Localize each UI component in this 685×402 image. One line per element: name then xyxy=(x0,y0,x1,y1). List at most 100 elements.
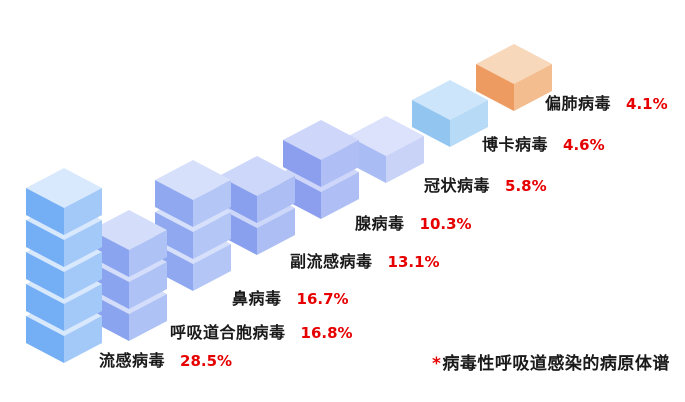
virus-name-bocavirus: 博卡病毒 xyxy=(482,135,549,154)
virus-label-row-influenza: 流感病毒 28.5% xyxy=(99,347,232,371)
cube-face-left xyxy=(26,220,64,267)
cube-face-top xyxy=(26,168,102,208)
cube-face-right xyxy=(64,188,102,235)
cube-face-top xyxy=(155,192,231,232)
virus-value-adenovirus: 10.3% xyxy=(419,215,472,233)
cube-rsv-1 xyxy=(91,274,167,341)
footnote-text: 病毒性呼吸道感染的病原体谱 xyxy=(442,354,670,374)
cube-influenza-1 xyxy=(26,296,102,363)
cube-face-top xyxy=(26,200,102,240)
cube-face-top xyxy=(155,160,231,200)
cube-face-top xyxy=(348,116,424,156)
cube-face-right xyxy=(129,294,167,341)
cube-rhinovirus-1 xyxy=(155,224,231,291)
cube-face-left xyxy=(155,244,193,291)
cube-face-left xyxy=(26,252,64,299)
cube-face-right xyxy=(64,316,102,363)
cube-face-top xyxy=(412,80,488,120)
cube-face-right xyxy=(321,140,359,187)
cube-face-top xyxy=(26,264,102,304)
cube-face-left xyxy=(91,262,129,309)
virus-label-row-parainfluenza: 副流感病毒 13.1% xyxy=(290,248,440,272)
cube-face-left xyxy=(412,100,450,147)
virus-label-row-coronavirus: 冠状病毒 5.8% xyxy=(424,172,547,196)
cube-face-right xyxy=(193,244,231,291)
cube-bocavirus-1 xyxy=(412,80,488,147)
virus-name-rhinovirus: 鼻病毒 xyxy=(232,289,282,308)
virus-name-influenza: 流感病毒 xyxy=(99,351,166,370)
cube-face-left xyxy=(155,180,193,227)
virus-value-rhinovirus: 16.7% xyxy=(296,290,349,308)
virus-label-row-metapneumovirus: 偏肺病毒 4.1% xyxy=(545,90,668,114)
cube-face-top xyxy=(91,274,167,314)
cube-face-right xyxy=(514,64,552,111)
virus-label-row-adenovirus: 腺病毒 10.3% xyxy=(355,210,472,234)
cube-face-right xyxy=(193,180,231,227)
virus-value-coronavirus: 5.8% xyxy=(505,177,547,195)
virus-name-metapneumovirus: 偏肺病毒 xyxy=(545,94,612,113)
cube-face-top xyxy=(91,242,167,282)
virus-name-parainfluenza: 副流感病毒 xyxy=(290,252,373,271)
virus-value-influenza: 28.5% xyxy=(180,352,233,370)
cube-parainfluenza-2 xyxy=(219,156,295,223)
cube-influenza-2 xyxy=(26,264,102,331)
cube-metapneumovirus-1 xyxy=(476,44,552,111)
cube-coronavirus-1 xyxy=(348,116,424,183)
virus-label-row-bocavirus: 博卡病毒 4.6% xyxy=(482,131,605,155)
cube-face-right xyxy=(129,262,167,309)
cube-face-top xyxy=(219,156,295,196)
cube-face-left xyxy=(91,230,129,277)
cube-rhinovirus-2 xyxy=(155,192,231,259)
cube-face-right xyxy=(129,230,167,277)
cube-face-top xyxy=(283,120,359,160)
cube-face-left xyxy=(283,140,321,187)
cube-face-top xyxy=(476,44,552,84)
virus-value-metapneumovirus: 4.1% xyxy=(626,95,668,113)
cube-face-right xyxy=(321,172,359,219)
cube-face-left xyxy=(26,284,64,331)
cube-face-left xyxy=(26,316,64,363)
cube-face-right xyxy=(64,284,102,331)
cube-face-right xyxy=(450,100,488,147)
cube-face-left xyxy=(283,172,321,219)
cube-face-left xyxy=(26,188,64,235)
cube-face-left xyxy=(219,176,257,223)
cube-face-right xyxy=(193,212,231,259)
cube-face-left xyxy=(348,136,386,183)
cube-face-right xyxy=(64,252,102,299)
cube-face-top xyxy=(26,296,102,336)
cube-face-right xyxy=(64,220,102,267)
cube-rsv-3 xyxy=(91,210,167,277)
cube-face-top xyxy=(91,210,167,250)
cube-face-left xyxy=(91,294,129,341)
cube-face-right xyxy=(386,136,424,183)
cube-face-left xyxy=(155,212,193,259)
virus-name-rsv: 呼吸道合胞病毒 xyxy=(170,323,286,342)
cube-rhinovirus-3 xyxy=(155,160,231,227)
cube-face-top xyxy=(26,232,102,272)
cube-face-right xyxy=(257,176,295,223)
cube-influenza-5 xyxy=(26,168,102,235)
virus-value-bocavirus: 4.6% xyxy=(563,136,605,154)
virus-label-row-rsv: 呼吸道合胞病毒 16.8% xyxy=(170,319,353,343)
cube-influenza-3 xyxy=(26,232,102,299)
chart-footnote: * 病毒性呼吸道感染的病原体谱 xyxy=(432,349,670,374)
cube-parainfluenza-1 xyxy=(219,188,295,255)
virus-label-row-rhinovirus: 鼻病毒 16.7% xyxy=(232,285,349,309)
cube-rsv-2 xyxy=(91,242,167,309)
cube-face-top xyxy=(283,152,359,192)
virus-name-coronavirus: 冠状病毒 xyxy=(424,176,491,195)
virus-value-rsv: 16.8% xyxy=(300,324,353,342)
virus-value-parainfluenza: 13.1% xyxy=(387,253,440,271)
cube-face-right xyxy=(257,208,295,255)
cube-adenovirus-2 xyxy=(283,120,359,187)
cube-face-left xyxy=(476,64,514,111)
virus-name-adenovirus: 腺病毒 xyxy=(355,214,405,233)
cube-adenovirus-1 xyxy=(283,152,359,219)
cube-face-top xyxy=(155,224,231,264)
cube-face-top xyxy=(219,188,295,228)
cube-influenza-4 xyxy=(26,200,102,267)
cube-face-left xyxy=(219,208,257,255)
footnote-asterisk: * xyxy=(432,354,442,374)
